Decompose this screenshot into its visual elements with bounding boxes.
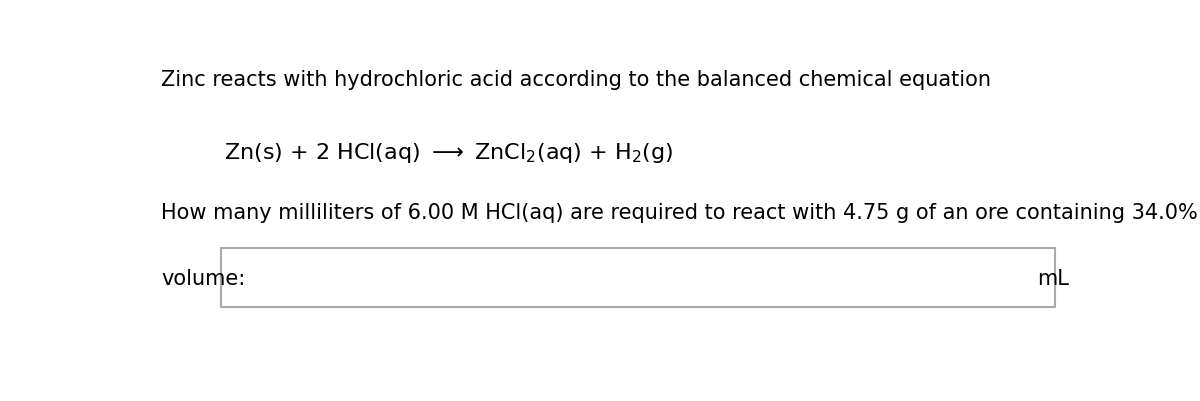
Bar	[221, 249, 1055, 308]
Text: Zinc reacts with hydrochloric acid according to the balanced chemical equation: Zinc reacts with hydrochloric acid accor…	[161, 70, 991, 90]
Text: How many milliliters of 6.00 M HCl(aq) are required to react with 4.75 g of an o: How many milliliters of 6.00 M HCl(aq) a…	[161, 203, 1200, 223]
Text: volume:: volume:	[161, 268, 246, 288]
Text: mL: mL	[1037, 268, 1069, 288]
Text: Zn(s) + 2 HCl(aq) $\longrightarrow$ ZnCl$_2$(aq) + H$_2$(g): Zn(s) + 2 HCl(aq) $\longrightarrow$ ZnCl…	[224, 141, 673, 165]
